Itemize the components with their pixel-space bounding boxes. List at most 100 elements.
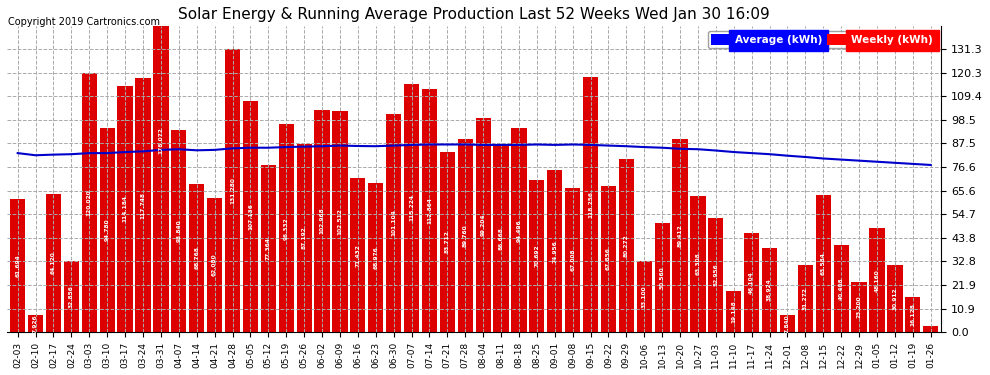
Bar	[333, 111, 347, 332]
Bar	[28, 315, 44, 332]
Bar	[834, 245, 848, 332]
Bar	[601, 186, 616, 332]
Bar	[189, 184, 204, 332]
Bar	[46, 194, 61, 332]
Text: 115.224: 115.224	[409, 194, 414, 221]
Text: 7.926: 7.926	[33, 314, 38, 333]
Text: 64.120: 64.120	[51, 252, 56, 274]
Text: 107.136: 107.136	[248, 203, 252, 230]
Bar	[619, 159, 634, 332]
Bar	[727, 291, 742, 332]
Text: 94.496: 94.496	[517, 219, 522, 242]
Text: 131.280: 131.280	[230, 177, 235, 204]
Bar	[422, 89, 437, 332]
Text: 62.080: 62.080	[212, 254, 217, 276]
Bar	[243, 101, 258, 332]
Text: 83.712: 83.712	[445, 230, 449, 253]
Bar	[672, 139, 688, 332]
Text: 50.560: 50.560	[659, 266, 664, 289]
Bar	[10, 199, 26, 332]
Text: 67.008: 67.008	[570, 249, 575, 271]
Bar	[637, 261, 651, 332]
Text: 101.104: 101.104	[391, 210, 396, 237]
Text: 30.912: 30.912	[892, 288, 897, 310]
Bar	[690, 196, 706, 332]
Bar	[565, 188, 580, 332]
Text: 46.104: 46.104	[749, 271, 754, 294]
Text: 63.308: 63.308	[696, 252, 701, 275]
Bar	[118, 86, 133, 332]
Text: 120.020: 120.020	[87, 189, 92, 216]
Bar	[851, 282, 866, 332]
Text: 178.072: 178.072	[158, 127, 163, 153]
Bar	[798, 265, 813, 332]
Text: 102.968: 102.968	[320, 208, 325, 234]
Bar	[82, 73, 97, 332]
Text: 63.584: 63.584	[821, 252, 826, 275]
Text: 89.412: 89.412	[677, 224, 682, 247]
Bar	[547, 171, 562, 332]
Text: 87.192: 87.192	[302, 227, 307, 249]
Bar	[887, 266, 903, 332]
Text: 80.272: 80.272	[624, 234, 629, 257]
Bar	[744, 232, 759, 332]
Bar	[708, 218, 724, 332]
Text: 48.160: 48.160	[874, 269, 879, 291]
Bar	[368, 183, 383, 332]
Text: 52.956: 52.956	[714, 264, 719, 286]
Bar	[475, 118, 491, 332]
Text: 77.364: 77.364	[266, 237, 271, 260]
Text: 16.128: 16.128	[911, 303, 916, 326]
Bar	[923, 326, 939, 332]
Bar	[63, 261, 79, 332]
Bar	[386, 114, 401, 332]
Text: 89.760: 89.760	[462, 224, 467, 247]
Bar	[100, 128, 115, 332]
Text: 67.856: 67.856	[606, 248, 611, 270]
Text: 117.748: 117.748	[141, 192, 146, 219]
Text: 70.692: 70.692	[535, 244, 540, 267]
Bar	[493, 145, 509, 332]
Text: 96.332: 96.332	[284, 217, 289, 240]
Text: 68.768: 68.768	[194, 246, 199, 269]
Bar	[762, 248, 777, 332]
Text: 7.840: 7.840	[785, 314, 790, 333]
Bar	[512, 128, 527, 332]
Text: 93.840: 93.840	[176, 220, 181, 242]
Text: 114.184: 114.184	[123, 195, 128, 222]
Text: 61.694: 61.694	[15, 254, 20, 277]
Text: 33.100: 33.100	[642, 285, 646, 308]
Text: 94.780: 94.780	[105, 219, 110, 241]
Bar	[225, 49, 241, 332]
Text: 40.408: 40.408	[839, 277, 843, 300]
Bar	[297, 144, 312, 332]
Legend: Average (kWh), Weekly (kWh): Average (kWh), Weekly (kWh)	[708, 31, 937, 48]
Bar	[869, 228, 885, 332]
Text: 31.272: 31.272	[803, 287, 808, 310]
Bar	[207, 198, 222, 332]
Bar	[136, 78, 150, 332]
Text: 38.924: 38.924	[767, 279, 772, 302]
Bar	[440, 152, 455, 332]
Bar	[654, 223, 670, 332]
Text: 68.976: 68.976	[373, 246, 378, 269]
Bar	[530, 180, 544, 332]
Bar	[153, 0, 168, 332]
Bar	[816, 195, 831, 332]
Bar	[780, 315, 795, 332]
Bar	[278, 124, 294, 332]
Text: 86.668: 86.668	[499, 227, 504, 250]
Bar	[457, 138, 473, 332]
Bar	[583, 77, 598, 332]
Bar	[315, 110, 330, 332]
Bar	[171, 130, 186, 332]
Text: 99.204: 99.204	[481, 214, 486, 236]
Bar	[350, 178, 365, 332]
Text: 32.856: 32.856	[69, 285, 74, 308]
Bar	[404, 84, 419, 332]
Text: 112.864: 112.864	[427, 197, 432, 224]
Text: 102.512: 102.512	[338, 208, 343, 235]
Text: 71.432: 71.432	[355, 244, 360, 267]
Text: Copyright 2019 Cartronics.com: Copyright 2019 Cartronics.com	[8, 17, 160, 27]
Bar	[905, 297, 921, 332]
